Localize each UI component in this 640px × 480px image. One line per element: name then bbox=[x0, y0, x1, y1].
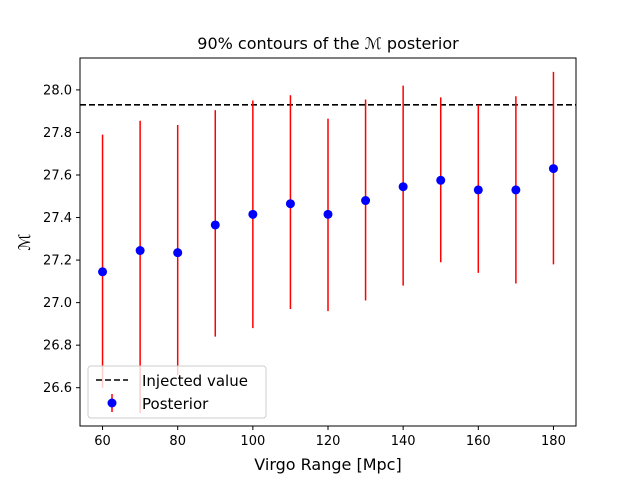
x-tick-label: 80 bbox=[169, 434, 186, 449]
x-tick-label: 140 bbox=[391, 434, 416, 449]
posterior-point bbox=[135, 246, 145, 256]
legend-posterior-marker bbox=[107, 398, 117, 408]
y-tick-label: 26.8 bbox=[43, 339, 72, 354]
posterior-point bbox=[173, 248, 183, 258]
legend-box bbox=[87, 365, 267, 419]
posterior-point bbox=[323, 209, 333, 219]
posterior-point bbox=[398, 182, 408, 192]
plot-area bbox=[80, 71, 576, 414]
x-tick-label: 180 bbox=[541, 434, 566, 449]
y-axis-label: ℳ bbox=[15, 233, 34, 250]
y-tick-label: 27.0 bbox=[43, 296, 72, 311]
y-tick-label: 26.6 bbox=[43, 381, 72, 396]
x-axis-label: Virgo Range [Mpc] bbox=[254, 455, 401, 474]
chart-title: 90% contours of the ℳ posterior bbox=[197, 34, 459, 53]
y-tick-label: 27.4 bbox=[43, 211, 72, 226]
posterior-point bbox=[511, 185, 521, 195]
x-tick-label: 100 bbox=[240, 434, 265, 449]
posterior-point bbox=[285, 199, 295, 209]
x-axis-ticks: 60 80 100 120 140 160 180 bbox=[94, 426, 566, 449]
posterior-point bbox=[473, 185, 483, 195]
posterior-point bbox=[361, 196, 371, 206]
posterior-point bbox=[436, 175, 446, 185]
posterior-point bbox=[210, 220, 220, 230]
x-tick-label: 160 bbox=[466, 434, 491, 449]
posterior-point bbox=[548, 164, 558, 174]
legend-injected-label: Injected value bbox=[142, 372, 248, 390]
legend: Injected value Posterior bbox=[87, 365, 267, 419]
y-tick-label: 27.6 bbox=[43, 168, 72, 183]
x-tick-label: 120 bbox=[316, 434, 341, 449]
posterior-point bbox=[248, 209, 258, 219]
posterior-point bbox=[98, 267, 108, 277]
y-tick-label: 27.8 bbox=[43, 126, 72, 141]
x-tick-label: 60 bbox=[94, 434, 111, 449]
legend-posterior-label: Posterior bbox=[142, 395, 209, 413]
y-axis-ticks: 26.6 26.8 27.0 27.2 27.4 27.6 27.8 28.0 bbox=[43, 83, 80, 396]
y-tick-label: 28.0 bbox=[43, 83, 72, 98]
y-tick-label: 27.2 bbox=[43, 254, 72, 269]
